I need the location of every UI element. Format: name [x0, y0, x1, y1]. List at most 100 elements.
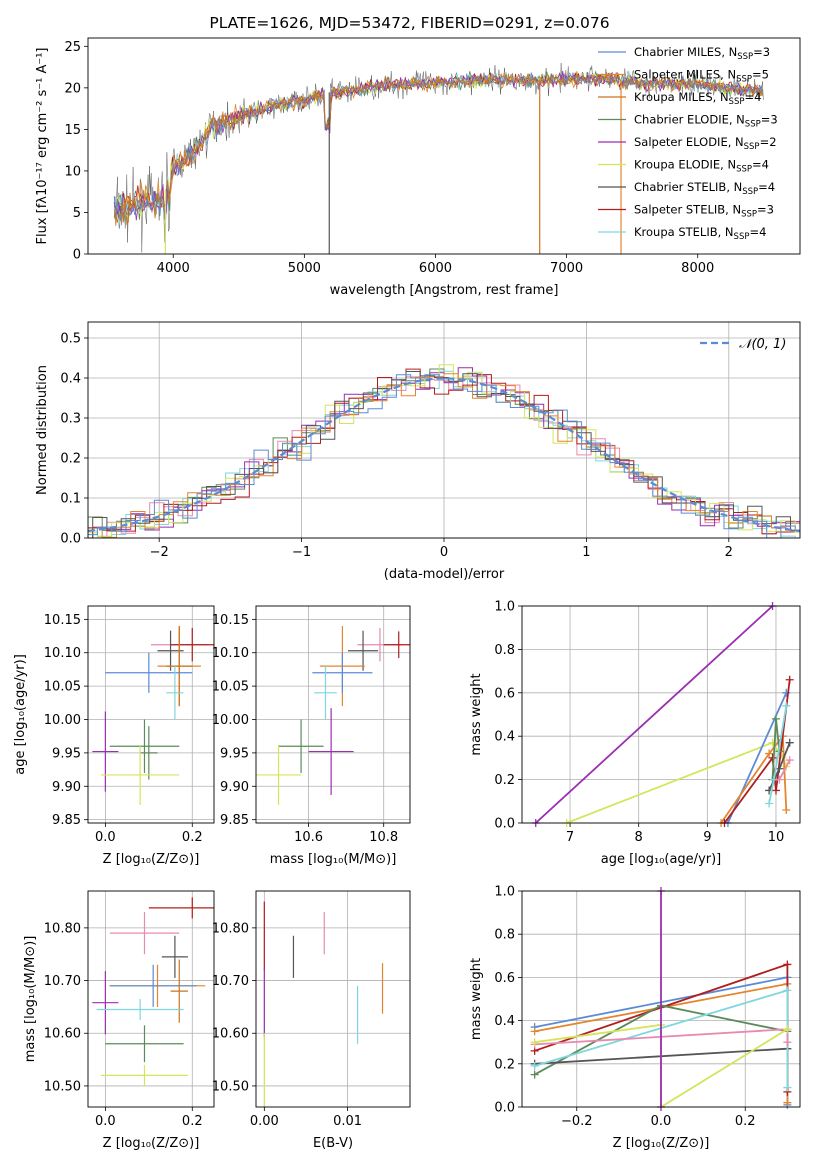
weight-marker — [783, 1083, 792, 1092]
legend-label-text: Salpeter ELODIE, N — [634, 135, 744, 149]
weight-marker — [530, 1061, 539, 1070]
weight-marker — [775, 775, 784, 784]
y-tick-label: 10.60 — [212, 1027, 249, 1042]
y-tick-label: 10.00 — [212, 713, 249, 728]
weight-marker — [530, 1027, 539, 1036]
y-tick-label: 9.85 — [220, 813, 249, 828]
legend-label-sub: SSP — [742, 187, 758, 197]
y-tick-label: 10.70 — [212, 974, 249, 989]
legend-label-sub: SSP — [741, 210, 757, 220]
y-tick-label: 0.8 — [494, 928, 515, 943]
legend-label-text: Kroupa MILES, N — [634, 90, 729, 104]
figure-title: PLATE=1626, MJD=53472, FIBERID=0291, z=0… — [209, 14, 609, 32]
y-tick-label: 0.1 — [60, 492, 81, 507]
histogram-step — [88, 374, 800, 538]
y-tick-label: 10.05 — [212, 680, 249, 695]
axes-frame — [255, 890, 411, 1108]
weight-line — [720, 733, 788, 823]
x-axis-label: E(B-V) — [313, 1136, 353, 1151]
y-tick-label: 10.15 — [212, 613, 249, 628]
legend-label-sub: SSP — [729, 97, 745, 107]
x-tick-label: 5000 — [288, 261, 321, 276]
y-tick-label: 10.80 — [212, 921, 249, 936]
spectrum-line — [113, 71, 763, 222]
histogram-step — [88, 368, 800, 538]
y-axis-label: Normed distribution — [35, 365, 50, 495]
y-tick-label: 1.0 — [494, 600, 515, 615]
y-tick-label: 10.10 — [44, 646, 81, 661]
legend-label: Salpeter ELODIE, NSSP=2 — [634, 135, 777, 152]
legend-label: Salpeter STELIB, NSSP=3 — [634, 203, 774, 220]
legend-label: Salpeter MILES, NSSP=5 — [634, 68, 769, 85]
axes-frame — [87, 605, 215, 824]
y-tick-label: 0.6 — [494, 686, 515, 701]
x-tick-label: 10.6 — [294, 830, 323, 845]
legend-label-sub: SSP — [744, 142, 760, 152]
y-tick-label: 10.70 — [44, 974, 81, 989]
y-tick-label: 10.80 — [44, 921, 81, 936]
y-tick-label: 0.0 — [494, 1101, 515, 1116]
legend-label-text: Salpeter MILES, N — [634, 68, 736, 82]
legend-label-suffix: =3 — [757, 203, 774, 217]
y-tick-label: 9.95 — [220, 746, 249, 761]
axes-frame — [87, 321, 801, 539]
x-tick-label: 1 — [582, 545, 590, 560]
x-tick-label: 7 — [566, 830, 574, 845]
legend-label-suffix: =4 — [744, 90, 761, 104]
weight-line — [727, 692, 788, 823]
legend-label-suffix: =2 — [760, 135, 777, 149]
y-tick-label: 0.3 — [60, 412, 81, 427]
weight-marker — [783, 986, 792, 995]
x-tick-label: 0.0 — [651, 1114, 672, 1129]
y-axis-label: age [log₁₀(age/yr)] — [13, 654, 28, 775]
y-tick-label: 20 — [64, 81, 81, 96]
x-axis-label: mass [log₁₀(M/M⊙)] — [270, 852, 397, 867]
legend-label-sub: SSP — [736, 75, 752, 85]
x-tick-label: 8 — [635, 830, 643, 845]
x-tick-label: 8000 — [681, 261, 714, 276]
x-axis-label: wavelength [Angstrom, rest frame] — [330, 283, 559, 298]
y-tick-label: 0.2 — [494, 1057, 515, 1072]
y-axis-label: mass weight — [469, 673, 484, 755]
weight-marker — [782, 701, 791, 710]
legend-label-text: Kroupa ELODIE, N — [634, 158, 736, 172]
legend-label-text: Kroupa STELIB, N — [634, 225, 734, 239]
x-tick-label: 0.00 — [250, 1114, 279, 1129]
y-tick-label: 0 — [73, 248, 81, 263]
weight-marker — [775, 764, 784, 773]
y-tick-label: 0.4 — [494, 1014, 515, 1029]
weight-marker — [771, 786, 780, 795]
weight-line — [535, 606, 774, 823]
y-tick-label: 10.10 — [212, 646, 249, 661]
y-tick-label: 10.05 — [44, 680, 81, 695]
x-tick-label: 0.2 — [182, 1114, 203, 1129]
legend-label-sub: SSP — [734, 232, 750, 242]
weight-marker — [530, 1070, 539, 1079]
y-tick-label: 0.2 — [494, 773, 515, 788]
x-axis-label: Z [log₁₀(Z/Z⊙)] — [613, 1136, 710, 1151]
y-tick-label: 0.0 — [494, 817, 515, 832]
legend-label-text: Chabrier ELODIE, N — [634, 113, 745, 127]
legend-label: Chabrier MILES, NSSP=3 — [634, 45, 770, 62]
spectrum-line — [114, 71, 763, 226]
legend-label-sub: SSP — [737, 52, 753, 62]
x-axis-label: (data-model)/error — [384, 567, 505, 582]
weight-marker — [783, 1038, 792, 1047]
legend-label: Chabrier STELIB, NSSP=4 — [634, 180, 775, 197]
legend-label: Chabrier ELODIE, NSSP=3 — [634, 113, 778, 130]
legend-label: 𝒩(0, 1) — [739, 337, 786, 352]
y-tick-label: 0.4 — [494, 730, 515, 745]
legend-label-text: Salpeter STELIB, N — [634, 203, 741, 217]
x-tick-label: 0 — [440, 545, 448, 560]
x-tick-label: 4000 — [157, 261, 190, 276]
axes-frame — [521, 605, 801, 824]
y-tick-label: 9.85 — [52, 813, 81, 828]
weight-marker — [768, 753, 777, 762]
x-tick-label: 10 — [768, 830, 785, 845]
x-tick-label: 9 — [703, 830, 711, 845]
y-axis-label: Flux [fλ10⁻¹⁷ erg cm⁻² s⁻¹ A⁻¹] — [35, 48, 50, 245]
weight-marker — [783, 1025, 792, 1034]
y-tick-label: 15 — [64, 123, 81, 138]
y-tick-label: 0.6 — [494, 971, 515, 986]
